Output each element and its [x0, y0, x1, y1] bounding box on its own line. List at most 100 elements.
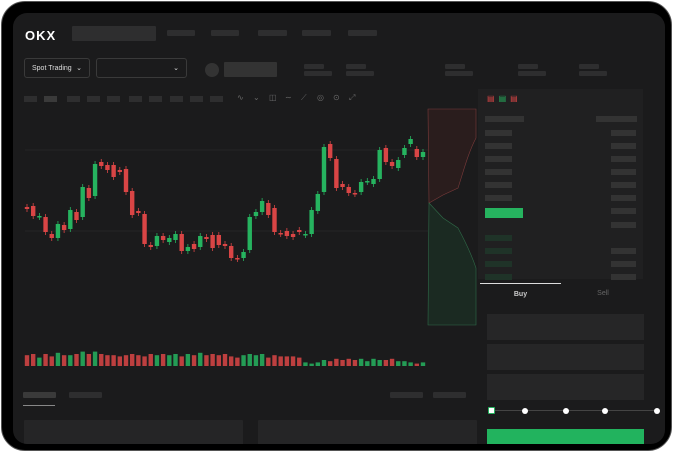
chevron-down-icon: ⌄: [76, 65, 82, 72]
interval-button[interactable]: [129, 96, 142, 102]
amount-slider[interactable]: [489, 410, 657, 411]
orders-panel: [258, 420, 477, 444]
volume-bar: [340, 360, 345, 366]
ask-amount: [611, 143, 636, 149]
candle-body: [55, 224, 61, 238]
tab-order-history[interactable]: [69, 392, 102, 398]
candle-body: [24, 207, 30, 209]
volume-bar: [148, 354, 153, 366]
interval-button[interactable]: [67, 96, 80, 102]
market-type-label: Spot Trading: [32, 64, 72, 72]
volume-bar: [204, 355, 209, 366]
total-input[interactable]: [487, 374, 644, 400]
both-sides-icon[interactable]: ▤: [487, 94, 499, 103]
nav-item[interactable]: [348, 30, 377, 36]
interval-button[interactable]: [44, 96, 57, 102]
candle-body: [185, 247, 191, 251]
slider-step[interactable]: [522, 408, 528, 414]
interval-button[interactable]: [24, 96, 37, 102]
volume-bar: [191, 355, 197, 366]
indicator-icon[interactable]: ⌄: [253, 93, 260, 102]
search-bar[interactable]: [72, 26, 156, 41]
interval-button[interactable]: [87, 96, 100, 102]
volume-bar: [377, 360, 382, 366]
volume-bar: [396, 361, 401, 366]
sell-tab[interactable]: Sell: [597, 290, 609, 297]
interval-button[interactable]: [210, 96, 223, 102]
candle-body: [123, 169, 129, 192]
candle-body: [327, 144, 333, 158]
settings-icon[interactable]: ⊙: [333, 93, 340, 102]
order-book-view-icons[interactable]: ▤▤▤: [487, 94, 522, 103]
stat-value: [304, 71, 332, 76]
magnet-icon[interactable]: ◎: [317, 93, 324, 102]
slider-step[interactable]: [563, 408, 569, 414]
bids-icon[interactable]: ▤: [498, 94, 511, 103]
orders-panel: [24, 420, 243, 444]
indicator-icon[interactable]: ∿: [237, 93, 244, 102]
slider-handle[interactable]: [488, 407, 495, 414]
pair-select[interactable]: ⌄: [96, 58, 187, 78]
active-tab-underline: [23, 405, 55, 406]
bid-price: [485, 274, 512, 280]
volume-bar: [99, 354, 104, 366]
tab-open-orders[interactable]: [23, 392, 56, 398]
volume-bar: [241, 355, 246, 366]
candle-body: [420, 152, 426, 157]
filter-button[interactable]: [390, 392, 423, 398]
candle-body: [43, 217, 48, 232]
buy-tab[interactable]: Buy: [480, 283, 561, 305]
nav-item[interactable]: [302, 30, 331, 36]
draw-icon[interactable]: ⟋: [301, 93, 307, 102]
filter-button[interactable]: [433, 392, 466, 398]
candle-body: [315, 194, 321, 211]
stat-value: [346, 71, 374, 76]
stat-label: [346, 64, 366, 69]
volume-bar: [290, 356, 296, 366]
volume-bar: [358, 358, 364, 366]
fullscreen-icon[interactable]: ⤢: [349, 93, 356, 102]
line-icon[interactable]: ∼: [285, 93, 292, 102]
slider-step[interactable]: [654, 408, 660, 414]
candle-body: [99, 162, 104, 166]
interval-button[interactable]: [107, 96, 120, 102]
volume-bar: [142, 356, 147, 366]
volume-bar: [210, 354, 215, 366]
market-type-select[interactable]: Spot Trading ⌄: [24, 58, 90, 78]
candle-body: [142, 214, 147, 244]
candle-body: [389, 162, 395, 166]
amount-input[interactable]: [487, 344, 644, 370]
volume-bar: [253, 355, 259, 366]
candle-body: [303, 234, 308, 236]
volume-bar: [123, 355, 129, 366]
chevron-down-icon: ⌄: [173, 65, 179, 72]
asks-icon[interactable]: ▤: [510, 94, 522, 103]
candle-body: [111, 165, 116, 177]
nav-item[interactable]: [167, 30, 195, 36]
volume-bar: [309, 363, 314, 366]
depth-bids: [427, 202, 477, 326]
price-input[interactable]: [487, 314, 644, 340]
volume-bar: [117, 356, 123, 366]
interval-button[interactable]: [149, 96, 162, 102]
volume-bar: [408, 362, 413, 366]
nav-item[interactable]: [258, 30, 287, 36]
candlestick-chart[interactable]: [13, 13, 478, 373]
interval-button[interactable]: [170, 96, 183, 102]
order-side-tabs: Buy Sell: [480, 283, 645, 305]
candle-body: [371, 179, 376, 184]
interval-button[interactable]: [190, 96, 203, 102]
ask-price: [485, 182, 512, 188]
slider-step[interactable]: [602, 408, 608, 414]
candle-body: [284, 231, 290, 236]
candle-body: [278, 233, 283, 235]
volume-bar: [365, 361, 370, 366]
candle-body: [290, 234, 296, 237]
volume-bar: [179, 356, 184, 366]
nav-item[interactable]: [211, 30, 239, 36]
volume-bar: [173, 354, 178, 366]
format-icon[interactable]: ◫: [269, 93, 277, 102]
buy-button[interactable]: [487, 429, 644, 444]
volume-bar: [414, 363, 420, 366]
